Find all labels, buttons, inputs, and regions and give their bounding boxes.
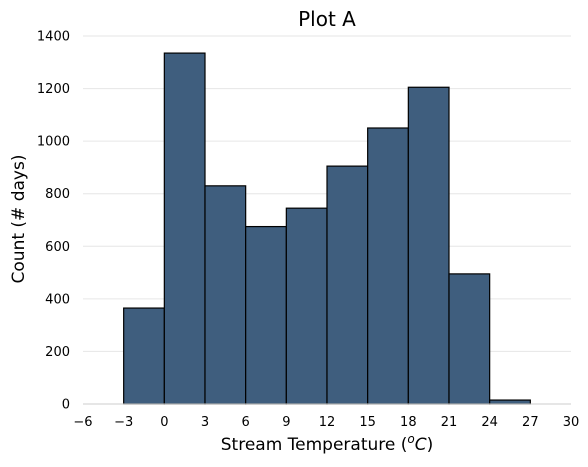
x-tick-label: 15	[359, 415, 376, 430]
y-axis-label: Count (# days)	[9, 155, 29, 284]
histogram-bar	[245, 225, 287, 405]
y-tick-label: 0	[62, 398, 70, 413]
y-tick-label: 400	[45, 292, 70, 307]
x-tick-label: 24	[481, 415, 498, 430]
histogram-bar	[123, 307, 165, 405]
x-axis-label: Stream Temperature (oC)	[221, 432, 434, 455]
histogram-bar	[407, 86, 450, 405]
x-tick-label: 21	[441, 415, 458, 430]
x-tick-label: 9	[282, 415, 290, 430]
y-tick-label: 600	[45, 240, 70, 255]
x-tick-label: −6	[73, 415, 92, 430]
y-tick-label: 1200	[37, 82, 70, 97]
y-tick-label: 200	[45, 345, 70, 360]
histogram-bar	[326, 165, 369, 405]
x-tick-labels: −6 −3 0 3 6 9 12 15 18 21 24 27 30	[73, 415, 579, 430]
x-axis-label-unit-letter: C	[415, 435, 427, 455]
x-axis-label-prefix: Stream Temperature (	[221, 435, 408, 455]
chart-title: Plot A	[298, 7, 356, 31]
histogram-bar	[163, 52, 206, 405]
histogram-bar	[448, 273, 491, 405]
x-tick-label: 6	[242, 415, 250, 430]
x-tick-label: 18	[400, 415, 417, 430]
histogram-bar	[489, 399, 531, 405]
x-axis-label-suffix: )	[427, 435, 434, 455]
histogram-bar	[367, 127, 409, 405]
x-tick-label: −3	[114, 415, 133, 430]
y-tick-label: 1400	[37, 30, 70, 45]
x-tick-label: 0	[160, 415, 168, 430]
x-axis-label-unit-superscript: o	[407, 432, 414, 446]
histogram-bars	[123, 52, 531, 405]
x-tick-label: 30	[563, 415, 580, 430]
histogram-bar	[285, 207, 328, 405]
x-tick-label: 3	[201, 415, 209, 430]
histogram-bar	[204, 185, 247, 405]
y-tick-label: 1000	[37, 135, 70, 150]
y-tick-labels: 0 200 400 600 800 1000 1200 1400	[37, 30, 70, 413]
x-tick-label: 12	[319, 415, 336, 430]
x-tick-label: 27	[522, 415, 539, 430]
y-tick-label: 800	[45, 187, 70, 202]
